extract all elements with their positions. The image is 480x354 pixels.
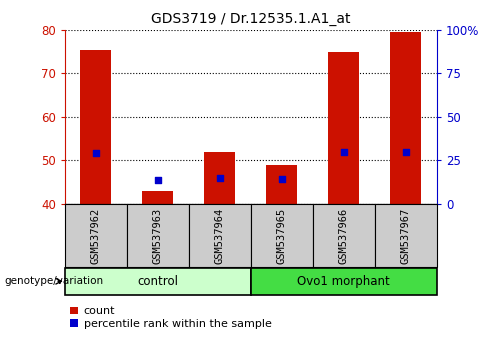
Point [154, 177, 162, 183]
Text: Ovo1 morphant: Ovo1 morphant [298, 275, 390, 288]
Bar [251, 268, 437, 295]
Bar [390, 32, 421, 204]
Bar [189, 204, 251, 267]
Bar [127, 204, 189, 267]
Text: GSM537963: GSM537963 [153, 207, 163, 264]
Text: GSM537965: GSM537965 [277, 207, 287, 264]
Bar [65, 204, 127, 267]
Point [402, 149, 409, 155]
Bar [251, 204, 313, 267]
Text: GSM537964: GSM537964 [215, 207, 225, 264]
Legend: count, percentile rank within the sample: count, percentile rank within the sample [71, 307, 272, 329]
Bar [313, 204, 375, 267]
Bar [142, 190, 173, 204]
Bar [80, 50, 111, 204]
Bar [204, 152, 235, 204]
Title: GDS3719 / Dr.12535.1.A1_at: GDS3719 / Dr.12535.1.A1_at [151, 12, 350, 26]
Point [340, 149, 348, 155]
Text: GSM537967: GSM537967 [401, 207, 411, 264]
Bar [266, 165, 297, 204]
Text: GSM537966: GSM537966 [339, 207, 349, 264]
Bar [328, 52, 360, 204]
Text: control: control [137, 275, 178, 288]
Text: genotype/variation: genotype/variation [5, 276, 104, 286]
Bar [375, 204, 437, 267]
Point [216, 176, 224, 181]
Point [92, 150, 100, 156]
Point [278, 176, 286, 182]
Bar [65, 268, 251, 295]
Text: GSM537962: GSM537962 [91, 207, 101, 264]
